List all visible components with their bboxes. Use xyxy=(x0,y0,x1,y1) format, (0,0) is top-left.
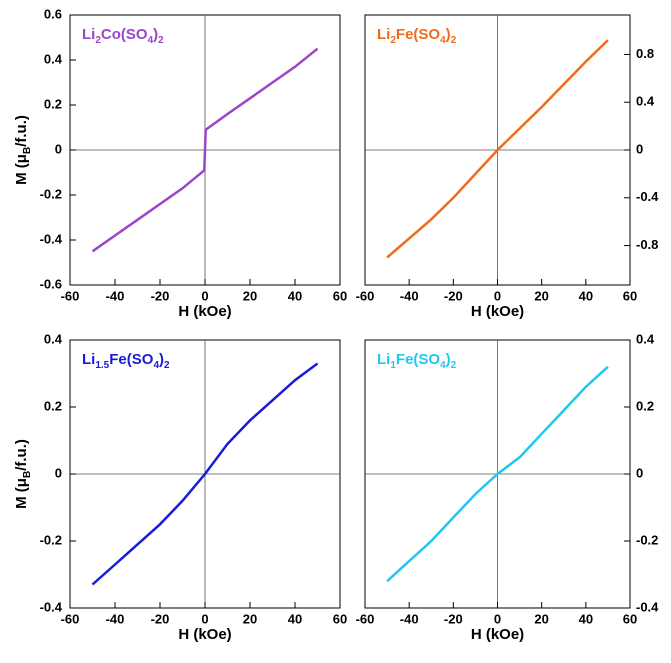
x-tick-label: -40 xyxy=(106,611,125,626)
x-tick-label: 60 xyxy=(623,611,637,626)
x-tick-label: -40 xyxy=(106,288,125,303)
y-tick-label: 0.4 xyxy=(44,51,63,66)
x-tick-label: 20 xyxy=(534,288,548,303)
text-part: 4 xyxy=(148,35,154,46)
text-part: /f.u.) xyxy=(13,115,30,147)
y-tick-label: 0.2 xyxy=(44,96,62,111)
text-part: Fe(SO xyxy=(396,26,441,43)
x-axis-label: H (kOe) xyxy=(471,626,524,643)
x-tick-label: 20 xyxy=(243,288,257,303)
y-tick-label: 0.4 xyxy=(44,331,63,346)
x-tick-label: 0 xyxy=(201,611,208,626)
y-tick-label: 0.6 xyxy=(44,6,62,21)
text-part: M (μ xyxy=(13,154,30,185)
text-part: 2 xyxy=(164,360,170,371)
text-part: Li xyxy=(82,26,95,43)
text-part: ) xyxy=(159,351,164,368)
x-tick-label: 60 xyxy=(333,611,347,626)
text-part: 4 xyxy=(153,360,159,371)
x-tick-label: -20 xyxy=(444,288,463,303)
y-tick-label: -0.4 xyxy=(40,599,63,614)
y-tick-label: -0.2 xyxy=(636,532,658,547)
text-part: 2 xyxy=(95,35,101,46)
text-part: 4 xyxy=(440,35,446,46)
text-part: 1.5 xyxy=(95,360,109,371)
text-part: Co(SO xyxy=(101,26,148,43)
x-tick-label: 60 xyxy=(623,288,637,303)
y-tick-label: 0.4 xyxy=(636,331,655,346)
text-part: ) xyxy=(446,26,451,43)
x-tick-label: 0 xyxy=(201,288,208,303)
x-tick-label: -60 xyxy=(61,611,80,626)
x-axis-label: H (kOe) xyxy=(178,626,231,643)
panel-label: Li1.5Fe(SO4)2 xyxy=(82,351,170,371)
data-line xyxy=(386,39,609,259)
y-tick-label: 0 xyxy=(55,465,62,480)
y-tick-label: 0.4 xyxy=(636,94,655,109)
x-axis-label: H (kOe) xyxy=(178,303,231,320)
y-tick-label: -0.6 xyxy=(40,276,62,291)
text-part: ) xyxy=(153,26,158,43)
y-tick-label: 0.8 xyxy=(636,46,654,61)
y-axis-label: M (μB/f.u.) xyxy=(13,439,33,509)
panel-label: Li2Co(SO4)2 xyxy=(82,26,164,46)
y-tick-label: 0.2 xyxy=(44,398,62,413)
text-part: 2 xyxy=(451,35,457,46)
y-tick-label: -0.4 xyxy=(40,231,63,246)
text-part: Li xyxy=(377,351,390,368)
y-axis-label: M (μB/f.u.) xyxy=(13,115,33,185)
y-tick-label: -0.4 xyxy=(636,189,659,204)
x-tick-label: -60 xyxy=(356,288,375,303)
panel-label: Li1Fe(SO4)2 xyxy=(377,351,457,371)
x-tick-label: 20 xyxy=(534,611,548,626)
text-part: Fe(SO xyxy=(109,351,154,368)
x-tick-label: -20 xyxy=(151,288,170,303)
y-tick-label: 0 xyxy=(636,465,643,480)
y-tick-label: -0.4 xyxy=(636,599,659,614)
x-tick-label: -40 xyxy=(400,611,419,626)
x-axis-label: H (kOe) xyxy=(471,303,524,320)
y-tick-label: -0.2 xyxy=(40,532,62,547)
x-tick-label: -60 xyxy=(61,288,80,303)
y-tick-label: -0.8 xyxy=(636,237,658,252)
y-tick-label: 0.2 xyxy=(636,398,654,413)
text-part: 4 xyxy=(440,360,446,371)
text-part: 1 xyxy=(390,360,396,371)
text-part: B xyxy=(22,147,33,154)
panel-label: Li2Fe(SO4)2 xyxy=(377,26,457,46)
x-tick-label: 40 xyxy=(288,611,302,626)
text-part: /f.u.) xyxy=(13,439,30,471)
text-part: 2 xyxy=(390,35,396,46)
text-part: B xyxy=(22,471,33,478)
x-tick-label: -20 xyxy=(444,611,463,626)
text-part: Li xyxy=(377,26,390,43)
data-line xyxy=(91,47,319,253)
x-tick-label: 0 xyxy=(494,611,501,626)
data-line xyxy=(91,362,319,586)
x-tick-label: -40 xyxy=(400,288,419,303)
y-tick-label: 0 xyxy=(636,141,643,156)
x-tick-label: 0 xyxy=(494,288,501,303)
y-tick-label: -0.2 xyxy=(40,186,62,201)
x-tick-label: 40 xyxy=(579,288,593,303)
text-part: Fe(SO xyxy=(396,351,441,368)
x-tick-label: 20 xyxy=(243,611,257,626)
x-tick-label: -60 xyxy=(356,611,375,626)
x-tick-label: 40 xyxy=(288,288,302,303)
text-part: Li xyxy=(82,351,95,368)
data-line xyxy=(386,365,609,583)
x-tick-label: -20 xyxy=(151,611,170,626)
x-tick-label: 40 xyxy=(579,611,593,626)
text-part: ) xyxy=(446,351,451,368)
y-tick-label: 0 xyxy=(55,141,62,156)
text-part: 2 xyxy=(451,360,457,371)
x-tick-label: 60 xyxy=(333,288,347,303)
text-part: M (μ xyxy=(13,478,30,509)
text-part: 2 xyxy=(158,35,164,46)
